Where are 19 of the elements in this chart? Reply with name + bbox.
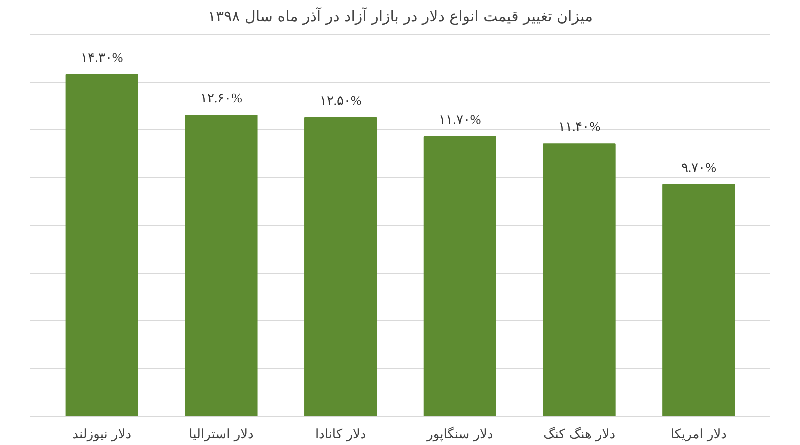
chart-title: میزان تغییر قیمت انواع دلار در بازار آزاد در آذر ماه سال ۱۳۹۸ — [208, 6, 594, 26]
x-tick-label: دلار سنگاپور — [426, 426, 494, 442]
x-tick-label: دلار استرالیا — [189, 428, 254, 442]
x-tick-label: دلار هنگ کنگ — [544, 426, 616, 442]
bar — [543, 144, 616, 416]
data-label: ۱۴.۳۰% — [81, 50, 124, 65]
data-label: ۱۱.۴۰% — [558, 119, 601, 134]
x-tick-label: دلار نیوزلند — [72, 428, 132, 442]
bar — [662, 184, 736, 416]
bar — [304, 117, 378, 416]
data-label: ۱۲.۵۰% — [320, 92, 362, 108]
x-tick-label: دلار کانادا — [315, 428, 366, 442]
data-label: ۱۲.۶۰% — [200, 90, 243, 106]
x-tick-label: دلار امریکا — [670, 428, 728, 442]
data-label: ۹.۷۰% — [681, 160, 717, 175]
bar — [424, 136, 496, 416]
data-label: ۱۱.۷۰% — [439, 112, 482, 128]
bar — [66, 74, 138, 416]
bar — [185, 115, 258, 416]
